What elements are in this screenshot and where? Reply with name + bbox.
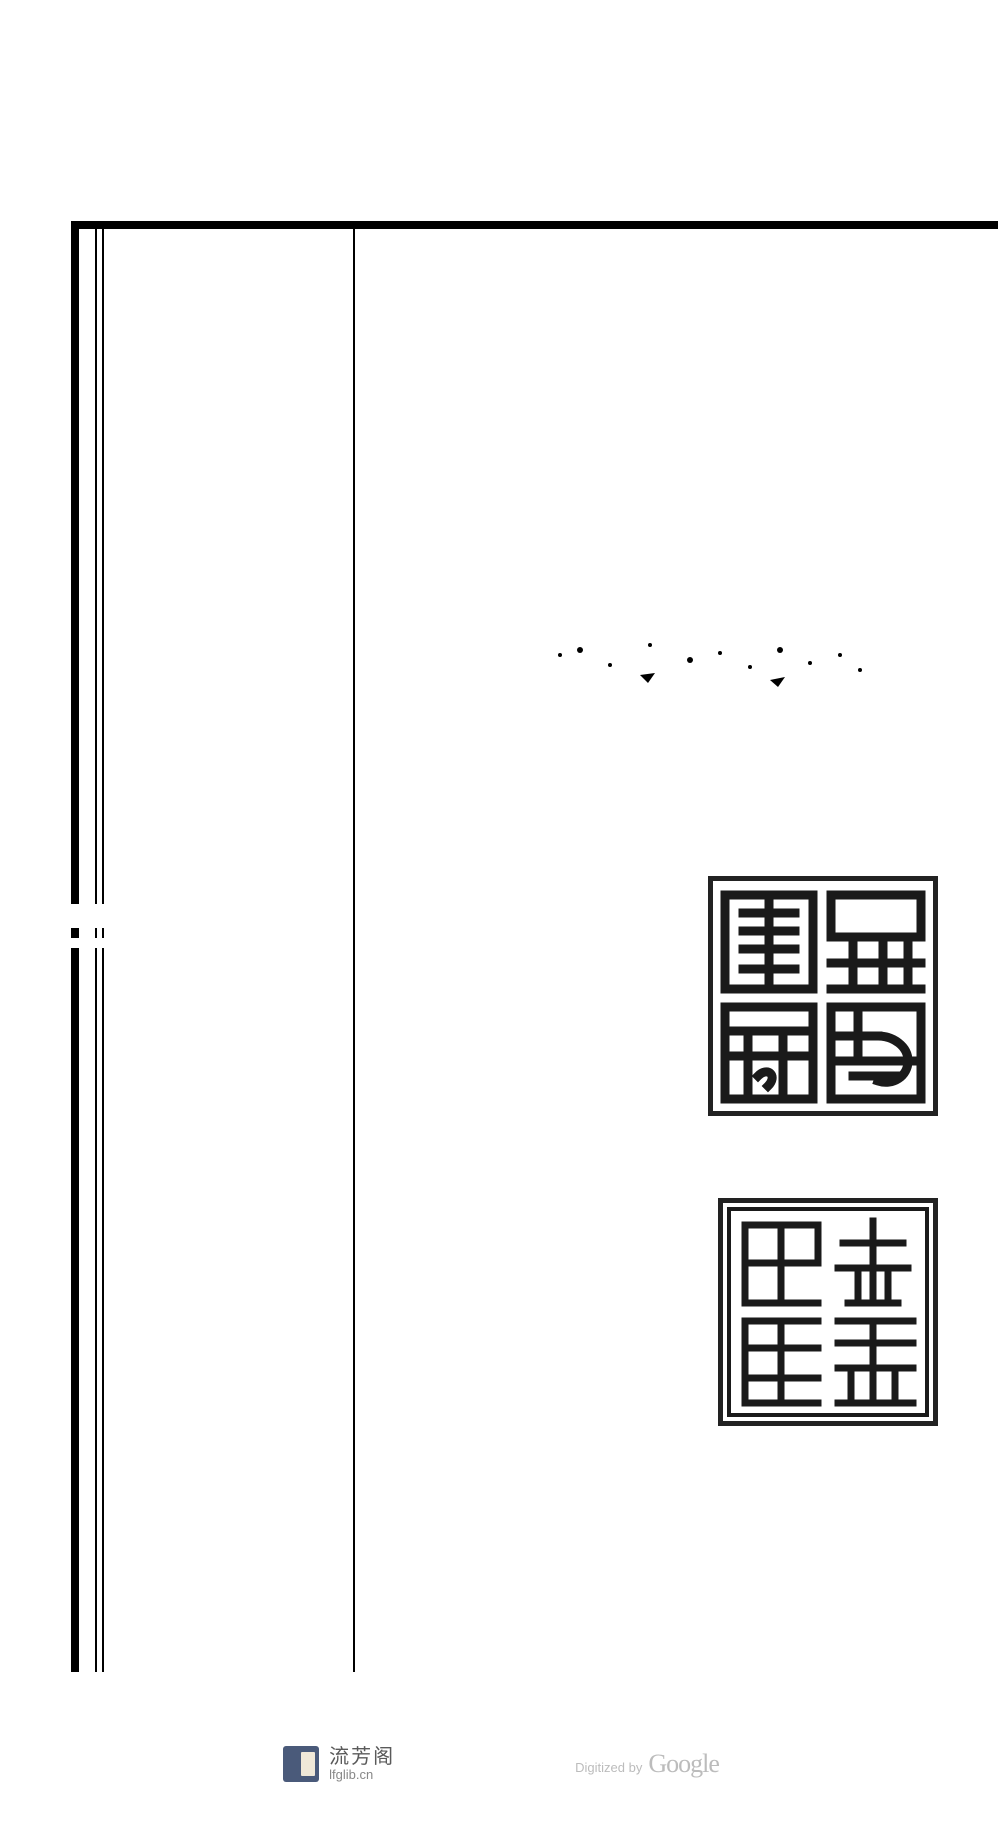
seal-stamp-lower	[718, 1198, 938, 1426]
digitized-label: Digitized by	[575, 1760, 642, 1775]
seal-stamp-upper	[708, 876, 938, 1116]
brand-name-cn: 流芳阁	[329, 1746, 395, 1768]
brand-text: 流芳阁 lfglib.cn	[329, 1746, 395, 1782]
brand-icon	[283, 1746, 319, 1782]
scan-gap-left-2	[60, 938, 120, 948]
center-fold-rule	[353, 221, 355, 1672]
scan-gap-left	[60, 904, 120, 928]
brand-url: lfglib.cn	[329, 1768, 395, 1782]
footer: 流芳阁 lfglib.cn Digitized by Google	[0, 1739, 1002, 1789]
digitized-credit: Digitized by Google	[575, 1749, 719, 1779]
brand: 流芳阁 lfglib.cn	[283, 1746, 395, 1782]
speckle-marks	[540, 595, 900, 720]
digitized-provider: Google	[648, 1749, 719, 1779]
